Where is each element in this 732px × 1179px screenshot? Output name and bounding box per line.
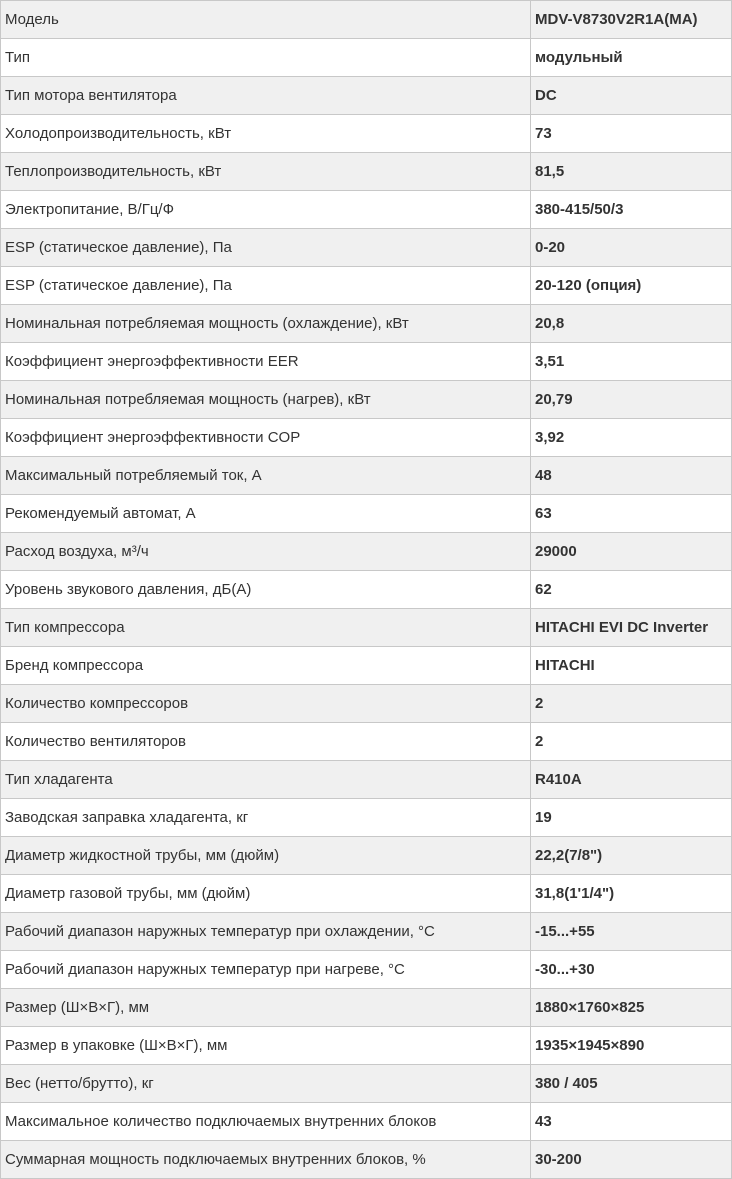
table-row: Холодопроизводительность, кВт 73	[0, 114, 732, 153]
table-row: Суммарная мощность подключаемых внутренн…	[0, 1140, 732, 1179]
spec-parameter-cell: Теплопроизводительность, кВт	[0, 152, 531, 191]
spec-parameter-cell: Количество компрессоров	[0, 684, 531, 723]
spec-parameter-cell: Тип компрессора	[0, 608, 531, 647]
spec-parameter-cell: Количество вентиляторов	[0, 722, 531, 761]
spec-value-cell: HITACHI	[530, 646, 732, 685]
table-row: ESP (статическое давление), Па 0-20	[0, 228, 732, 267]
table-row: Уровень звукового давления, дБ(А) 62	[0, 570, 732, 609]
spec-parameter-cell: Номинальная потребляемая мощность (нагре…	[0, 380, 531, 419]
table-row: Коэффициент энергоэффективности COP 3,92	[0, 418, 732, 457]
spec-value-cell: 31,8(1'1/4")	[530, 874, 732, 913]
spec-parameter-cell: Модель	[0, 0, 531, 39]
spec-parameter-cell: Тип	[0, 38, 531, 77]
spec-value-cell: MDV-V8730V2R1A(MA)	[530, 0, 732, 39]
spec-value-cell: 20-120 (опция)	[530, 266, 732, 305]
table-row: Электропитание, В/Гц/Ф 380-415/50/3	[0, 190, 732, 229]
spec-value-cell: 1935×1945×890	[530, 1026, 732, 1065]
spec-parameter-cell: ESP (статическое давление), Па	[0, 228, 531, 267]
table-row: Рекомендуемый автомат, А 63	[0, 494, 732, 533]
spec-parameter-cell: Коэффициент энергоэффективности COP	[0, 418, 531, 457]
spec-value-cell: 73	[530, 114, 732, 153]
table-row: Размер (Ш×В×Г), мм 1880×1760×825	[0, 988, 732, 1027]
spec-value-cell: 1880×1760×825	[530, 988, 732, 1027]
table-row: Количество компрессоров 2	[0, 684, 732, 723]
spec-parameter-cell: Рекомендуемый автомат, А	[0, 494, 531, 533]
spec-value-cell: 380-415/50/3	[530, 190, 732, 229]
spec-parameter-cell: Диаметр жидкостной трубы, мм (дюйм)	[0, 836, 531, 875]
spec-value-cell: 20,79	[530, 380, 732, 419]
spec-value-cell: 2	[530, 722, 732, 761]
spec-parameter-cell: Холодопроизводительность, кВт	[0, 114, 531, 153]
table-row: Модель MDV-V8730V2R1A(MA)	[0, 0, 732, 39]
spec-value-cell: 3,51	[530, 342, 732, 381]
spec-value-cell: 2	[530, 684, 732, 723]
spec-parameter-cell: Уровень звукового давления, дБ(А)	[0, 570, 531, 609]
spec-parameter-cell: Максимальное количество подключаемых вну…	[0, 1102, 531, 1141]
spec-parameter-cell: Суммарная мощность подключаемых внутренн…	[0, 1140, 531, 1179]
table-row: Рабочий диапазон наружных температур при…	[0, 912, 732, 951]
spec-parameter-cell: Тип хладагента	[0, 760, 531, 799]
spec-parameter-cell: Максимальный потребляемый ток, А	[0, 456, 531, 495]
spec-parameter-cell: Тип мотора вентилятора	[0, 76, 531, 115]
spec-parameter-cell: Вес (нетто/брутто), кг	[0, 1064, 531, 1103]
spec-value-cell: -15...+55	[530, 912, 732, 951]
spec-parameter-cell: Рабочий диапазон наружных температур при…	[0, 950, 531, 989]
spec-parameter-cell: Расход воздуха, м³/ч	[0, 532, 531, 571]
table-row: Тип хладагента R410A	[0, 760, 732, 799]
spec-value-cell: 20,8	[530, 304, 732, 343]
table-row: ESP (статическое давление), Па 20-120 (оп…	[0, 266, 732, 305]
spec-value-cell: 0-20	[530, 228, 732, 267]
table-row: Количество вентиляторов 2	[0, 722, 732, 761]
spec-parameter-cell: Бренд компрессора	[0, 646, 531, 685]
spec-value-cell: -30...+30	[530, 950, 732, 989]
spec-value-cell: 63	[530, 494, 732, 533]
spec-value-cell: 380 / 405	[530, 1064, 732, 1103]
spec-value-cell: DC	[530, 76, 732, 115]
table-row: Тип модульный	[0, 38, 732, 77]
spec-value-cell: R410A	[530, 760, 732, 799]
spec-value-cell: 43	[530, 1102, 732, 1141]
spec-value-cell: 48	[530, 456, 732, 495]
table-row: Диаметр газовой трубы, мм (дюйм) 31,8(1'1…	[0, 874, 732, 913]
spec-parameter-cell: Электропитание, В/Гц/Ф	[0, 190, 531, 229]
spec-parameter-cell: Рабочий диапазон наружных температур при…	[0, 912, 531, 951]
spec-parameter-cell: Диаметр газовой трубы, мм (дюйм)	[0, 874, 531, 913]
spec-parameter-cell: Размер (Ш×В×Г), мм	[0, 988, 531, 1027]
spec-value-cell: 29000	[530, 532, 732, 571]
spec-parameter-cell: ESP (статическое давление), Па	[0, 266, 531, 305]
table-row: Диаметр жидкостной трубы, мм (дюйм) 22,2(…	[0, 836, 732, 875]
spec-value-cell: модульный	[530, 38, 732, 77]
table-row: Вес (нетто/брутто), кг 380 / 405	[0, 1064, 732, 1103]
spec-value-cell: 62	[530, 570, 732, 609]
table-row: Максимальный потребляемый ток, А 48	[0, 456, 732, 495]
spec-value-cell: 22,2(7/8")	[530, 836, 732, 875]
table-row: Бренд компрессора HITACHI	[0, 646, 732, 685]
table-row: Номинальная потребляемая мощность (охлаж…	[0, 304, 732, 343]
table-row: Расход воздуха, м³/ч 29000	[0, 532, 732, 571]
spec-parameter-cell: Размер в упаковке (Ш×В×Г), мм	[0, 1026, 531, 1065]
spec-value-cell: 30-200	[530, 1140, 732, 1179]
table-row: Тип компрессора HITACHI EVI DC Inverter	[0, 608, 732, 647]
table-row: Номинальная потребляемая мощность (нагре…	[0, 380, 732, 419]
table-row: Тип мотора вентилятора DC	[0, 76, 732, 115]
table-row: Теплопроизводительность, кВт 81,5	[0, 152, 732, 191]
spec-value-cell: HITACHI EVI DC Inverter	[530, 608, 732, 647]
spec-parameter-cell: Коэффициент энергоэффективности EER	[0, 342, 531, 381]
table-row: Максимальное количество подключаемых вну…	[0, 1102, 732, 1141]
table-row: Коэффициент энергоэффективности EER 3,51	[0, 342, 732, 381]
spec-parameter-cell: Заводская заправка хладагента, кг	[0, 798, 531, 837]
table-row: Рабочий диапазон наружных температур при…	[0, 950, 732, 989]
table-row: Заводская заправка хладагента, кг 19	[0, 798, 732, 837]
table-row: Размер в упаковке (Ш×В×Г), мм 1935×1945×8…	[0, 1026, 732, 1065]
spec-value-cell: 3,92	[530, 418, 732, 457]
spec-value-cell: 19	[530, 798, 732, 837]
spec-parameter-cell: Номинальная потребляемая мощность (охлаж…	[0, 304, 531, 343]
spec-value-cell: 81,5	[530, 152, 732, 191]
